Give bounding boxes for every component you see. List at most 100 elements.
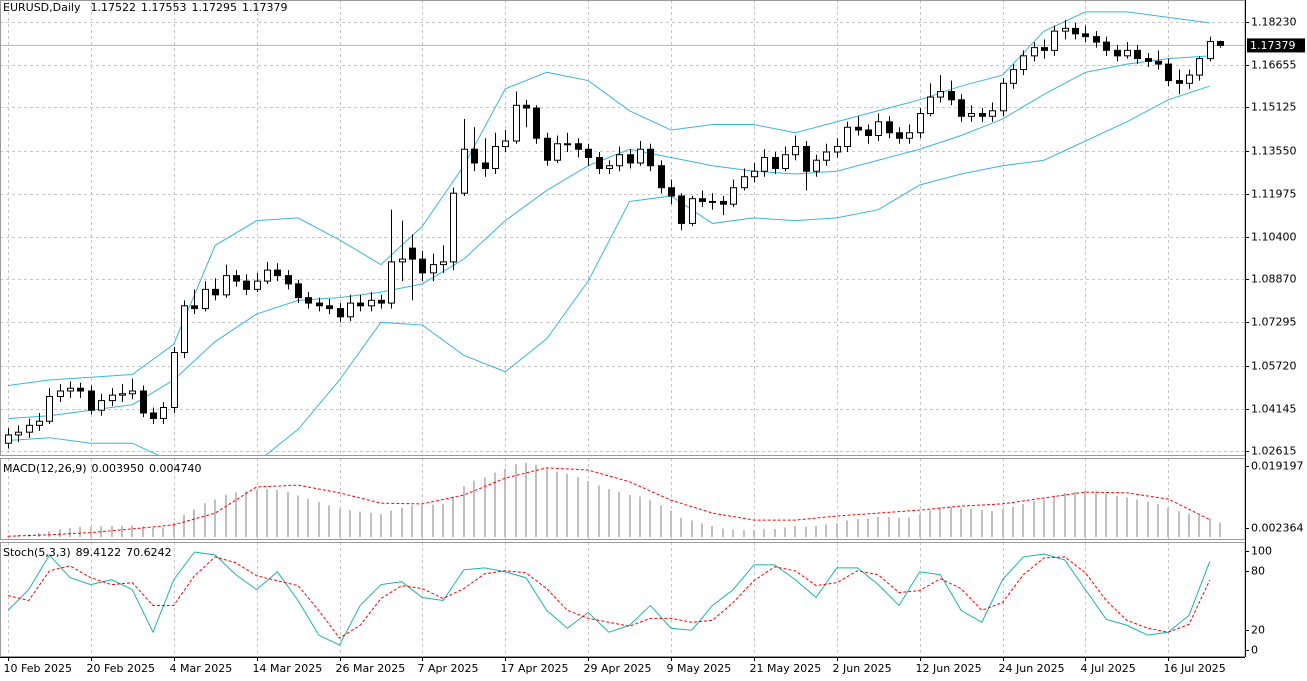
macd-bar — [691, 520, 693, 537]
macd-bar — [276, 489, 278, 537]
candle-body — [1165, 63, 1172, 82]
candle-body — [979, 113, 986, 117]
quote-value: 1.17522 — [90, 1, 136, 14]
macd-bar — [256, 490, 258, 537]
price-label-box — [1247, 38, 1305, 53]
candle-body — [1082, 33, 1089, 38]
candle-body — [150, 412, 157, 419]
macd-bar — [1033, 500, 1035, 537]
macd-bar — [825, 524, 827, 537]
macd-bar — [193, 509, 195, 537]
candle-body — [36, 420, 43, 426]
price-label: 1.17379 — [1250, 39, 1296, 52]
candle-body — [741, 176, 748, 189]
candle-body — [223, 275, 230, 296]
candle-body — [544, 137, 551, 161]
candle-body — [88, 390, 95, 411]
macd-bar — [535, 464, 537, 537]
macd-bar — [908, 517, 910, 537]
macd-bar — [266, 489, 268, 537]
macd-bar — [660, 505, 662, 537]
macd-bar — [225, 494, 227, 537]
macd-bar — [152, 527, 154, 537]
macd-bar — [131, 525, 133, 537]
candle-body — [492, 145, 499, 169]
y-tick-label: 80 — [1251, 565, 1265, 578]
macd-bar — [204, 503, 206, 537]
macd-bar — [1002, 509, 1004, 537]
candle-body — [637, 148, 644, 164]
candle-body — [772, 156, 779, 169]
macd-bar — [888, 517, 890, 537]
macd-bar — [380, 514, 382, 537]
candle-body — [968, 113, 975, 117]
y-tick-label: 100 — [1251, 545, 1272, 558]
x-tick-label: 20 Feb 2025 — [87, 662, 155, 675]
y-tick-label: 0.019197 — [1251, 460, 1304, 473]
candle-body — [450, 192, 457, 263]
candle-body — [15, 431, 22, 436]
macd-bar — [566, 473, 568, 537]
macd-bar — [794, 525, 796, 537]
candle-body — [357, 302, 364, 307]
candle-body — [927, 96, 934, 115]
indicator-value: 89.4122 — [76, 546, 122, 559]
macd-bar — [1022, 503, 1024, 537]
candle-body — [326, 305, 333, 310]
candle-body — [513, 104, 520, 142]
macd-bar — [1136, 499, 1138, 537]
candle-body — [119, 393, 126, 396]
macd-bar — [421, 505, 423, 537]
macd-bar — [1053, 495, 1055, 537]
x-tick-label: 2 Jun 2025 — [833, 662, 892, 675]
candle-body — [1217, 41, 1224, 46]
macd-bar — [1167, 507, 1169, 537]
macd-bar — [1095, 491, 1097, 537]
candle-body — [1000, 82, 1007, 112]
quote-value: 1.17553 — [141, 1, 187, 14]
x-tick-label: 9 May 2025 — [667, 662, 732, 675]
x-tick-label: 14 Mar 2025 — [253, 662, 323, 675]
candle-body — [823, 151, 830, 161]
candle-body — [627, 154, 634, 164]
quote-value: 1.17295 — [191, 1, 237, 14]
stoch-line — [7, 551, 1211, 646]
candle-body — [1062, 27, 1069, 32]
macd-bar — [173, 522, 175, 537]
candle-body — [1134, 49, 1141, 60]
pane — [7, 458, 1221, 540]
macd-bar — [815, 525, 817, 537]
macd-bar — [629, 495, 631, 537]
candle-body — [1124, 49, 1131, 57]
pane — [7, 542, 1211, 657]
candle-body — [295, 283, 302, 299]
macd-bar — [473, 480, 475, 537]
candle-body — [368, 299, 375, 307]
x-tick-label: 26 Mar 2025 — [336, 662, 406, 675]
candle-body — [285, 275, 292, 285]
y-tick-label: 1.10400 — [1251, 231, 1297, 244]
macd-bar — [525, 462, 527, 537]
x-tick-label: 16 Jul 2025 — [1164, 662, 1226, 675]
macd-bar — [442, 503, 444, 537]
candle-body — [709, 200, 716, 203]
macd-bar — [463, 486, 465, 537]
macd-bar — [1043, 499, 1045, 537]
chart-header: EURUSD,Daily 1.17522 1.17553 1.17295 1.17379 — [3, 1, 287, 14]
macd-bar — [307, 498, 309, 537]
candle-body — [57, 390, 64, 397]
macd-bar — [1064, 492, 1066, 537]
candle-body — [1186, 74, 1193, 84]
macd-bar — [753, 530, 755, 537]
macd-bar — [577, 477, 579, 537]
candle-body — [761, 156, 768, 172]
candle-body — [678, 195, 685, 224]
macd-bar — [618, 491, 620, 537]
macd-bar — [867, 518, 869, 537]
candle-body — [699, 198, 706, 202]
macd-bar — [390, 510, 392, 537]
macd-bar — [1074, 491, 1076, 537]
candle-body — [109, 394, 116, 402]
candle-body — [191, 305, 198, 310]
candle-body — [875, 121, 882, 137]
